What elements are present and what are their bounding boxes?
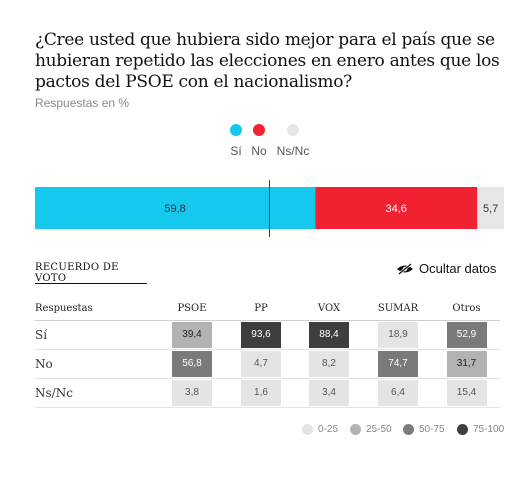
scale-label: 25-50 (366, 424, 392, 435)
table-cell: 39,4 (172, 321, 212, 348)
stacked-bar-chart: 59,8 34,6 5,7 (35, 180, 504, 237)
table-header-row: Respuestas PSOE PP VOX SUMAR Otros (35, 300, 500, 321)
row-label: Sí (35, 320, 157, 350)
chart-legend: Sí No Ns/Nc (0, 124, 532, 164)
chart-title: ¿Cree usted que hubiera sido mejor para … (35, 30, 500, 92)
eye-slash-icon (397, 262, 413, 275)
tab-recuerdo-de-voto[interactable]: RECUERDO DE VOTO (35, 262, 147, 284)
table-cell: 74,7 (378, 350, 418, 377)
legend-swatch-si (230, 124, 242, 136)
scale-label: 0-25 (318, 424, 339, 435)
scale-label: 75-100 (473, 424, 505, 435)
legend-item-no: No (239, 124, 279, 158)
scale-label: 50-75 (419, 424, 445, 435)
scale-swatch (302, 424, 313, 435)
bar-segment (477, 187, 504, 229)
table-cell: 56,8 (172, 350, 212, 377)
scale-swatch (457, 424, 468, 435)
row-label: No (35, 349, 157, 379)
legend-item-si: Sí (216, 124, 256, 158)
table-row: No 56,8 4,7 8,2 74,7 31,7 (35, 349, 500, 379)
bar-value-label: 59,8 (164, 203, 185, 215)
column-header: Otros (433, 300, 500, 321)
hide-data-toggle[interactable]: Ocultar datos (396, 261, 496, 276)
table-cell: 31,7 (446, 350, 487, 377)
scale-swatch (403, 424, 414, 435)
legend-item-nsnc: Ns/Nc (273, 124, 313, 158)
table-row: Sí 39,4 93,6 88,4 18,9 52,9 (35, 320, 500, 350)
table-cell: 3,4 (309, 379, 349, 406)
scale-item: 50-75 (403, 424, 445, 435)
table-cell: 93,6 (241, 321, 281, 348)
chart-subtitle: Respuestas en % (35, 96, 130, 110)
table-cell: 1,6 (241, 379, 281, 406)
color-scale-legend: 0-25 25-50 50-75 75-100 (0, 424, 532, 440)
column-header: SUMAR (363, 300, 433, 321)
vote-recall-table: Respuestas PSOE PP VOX SUMAR Otros Sí 39… (35, 300, 500, 408)
table-cell: 4,7 (241, 350, 281, 377)
table-cell: 8,2 (309, 350, 349, 377)
scale-item: 75-100 (457, 424, 504, 435)
row-label: Ns/Nc (35, 378, 157, 408)
bar-value-label: 5,7 (483, 203, 498, 215)
table-cell: 15,4 (446, 379, 487, 406)
table-cell: 6,4 (378, 379, 418, 406)
column-header: Respuestas (35, 300, 157, 321)
table-cell: 18,9 (378, 321, 418, 348)
bar-segment (35, 187, 316, 229)
bar-segment (315, 187, 478, 229)
legend-swatch-no (253, 124, 265, 136)
legend-label-si: Sí (230, 144, 242, 158)
table-cell: 88,4 (309, 321, 349, 348)
legend-label-nsnc: Ns/Nc (276, 144, 310, 158)
legend-swatch-nsnc (287, 124, 299, 136)
table-cell: 3,8 (172, 379, 212, 406)
scale-swatch (350, 424, 361, 435)
table-row: Ns/Nc 3,8 1,6 3,4 6,4 15,4 (35, 378, 500, 408)
column-header: PP (227, 300, 295, 321)
scale-item: 25-50 (350, 424, 392, 435)
column-header: PSOE (157, 300, 227, 321)
column-header: VOX (295, 300, 363, 321)
legend-label-no: No (251, 144, 267, 158)
table-cell: 52,9 (446, 321, 487, 348)
hide-data-label: Ocultar datos (419, 261, 497, 276)
scale-item: 0-25 (302, 424, 338, 435)
bar-value-label: 34,6 (386, 203, 407, 215)
